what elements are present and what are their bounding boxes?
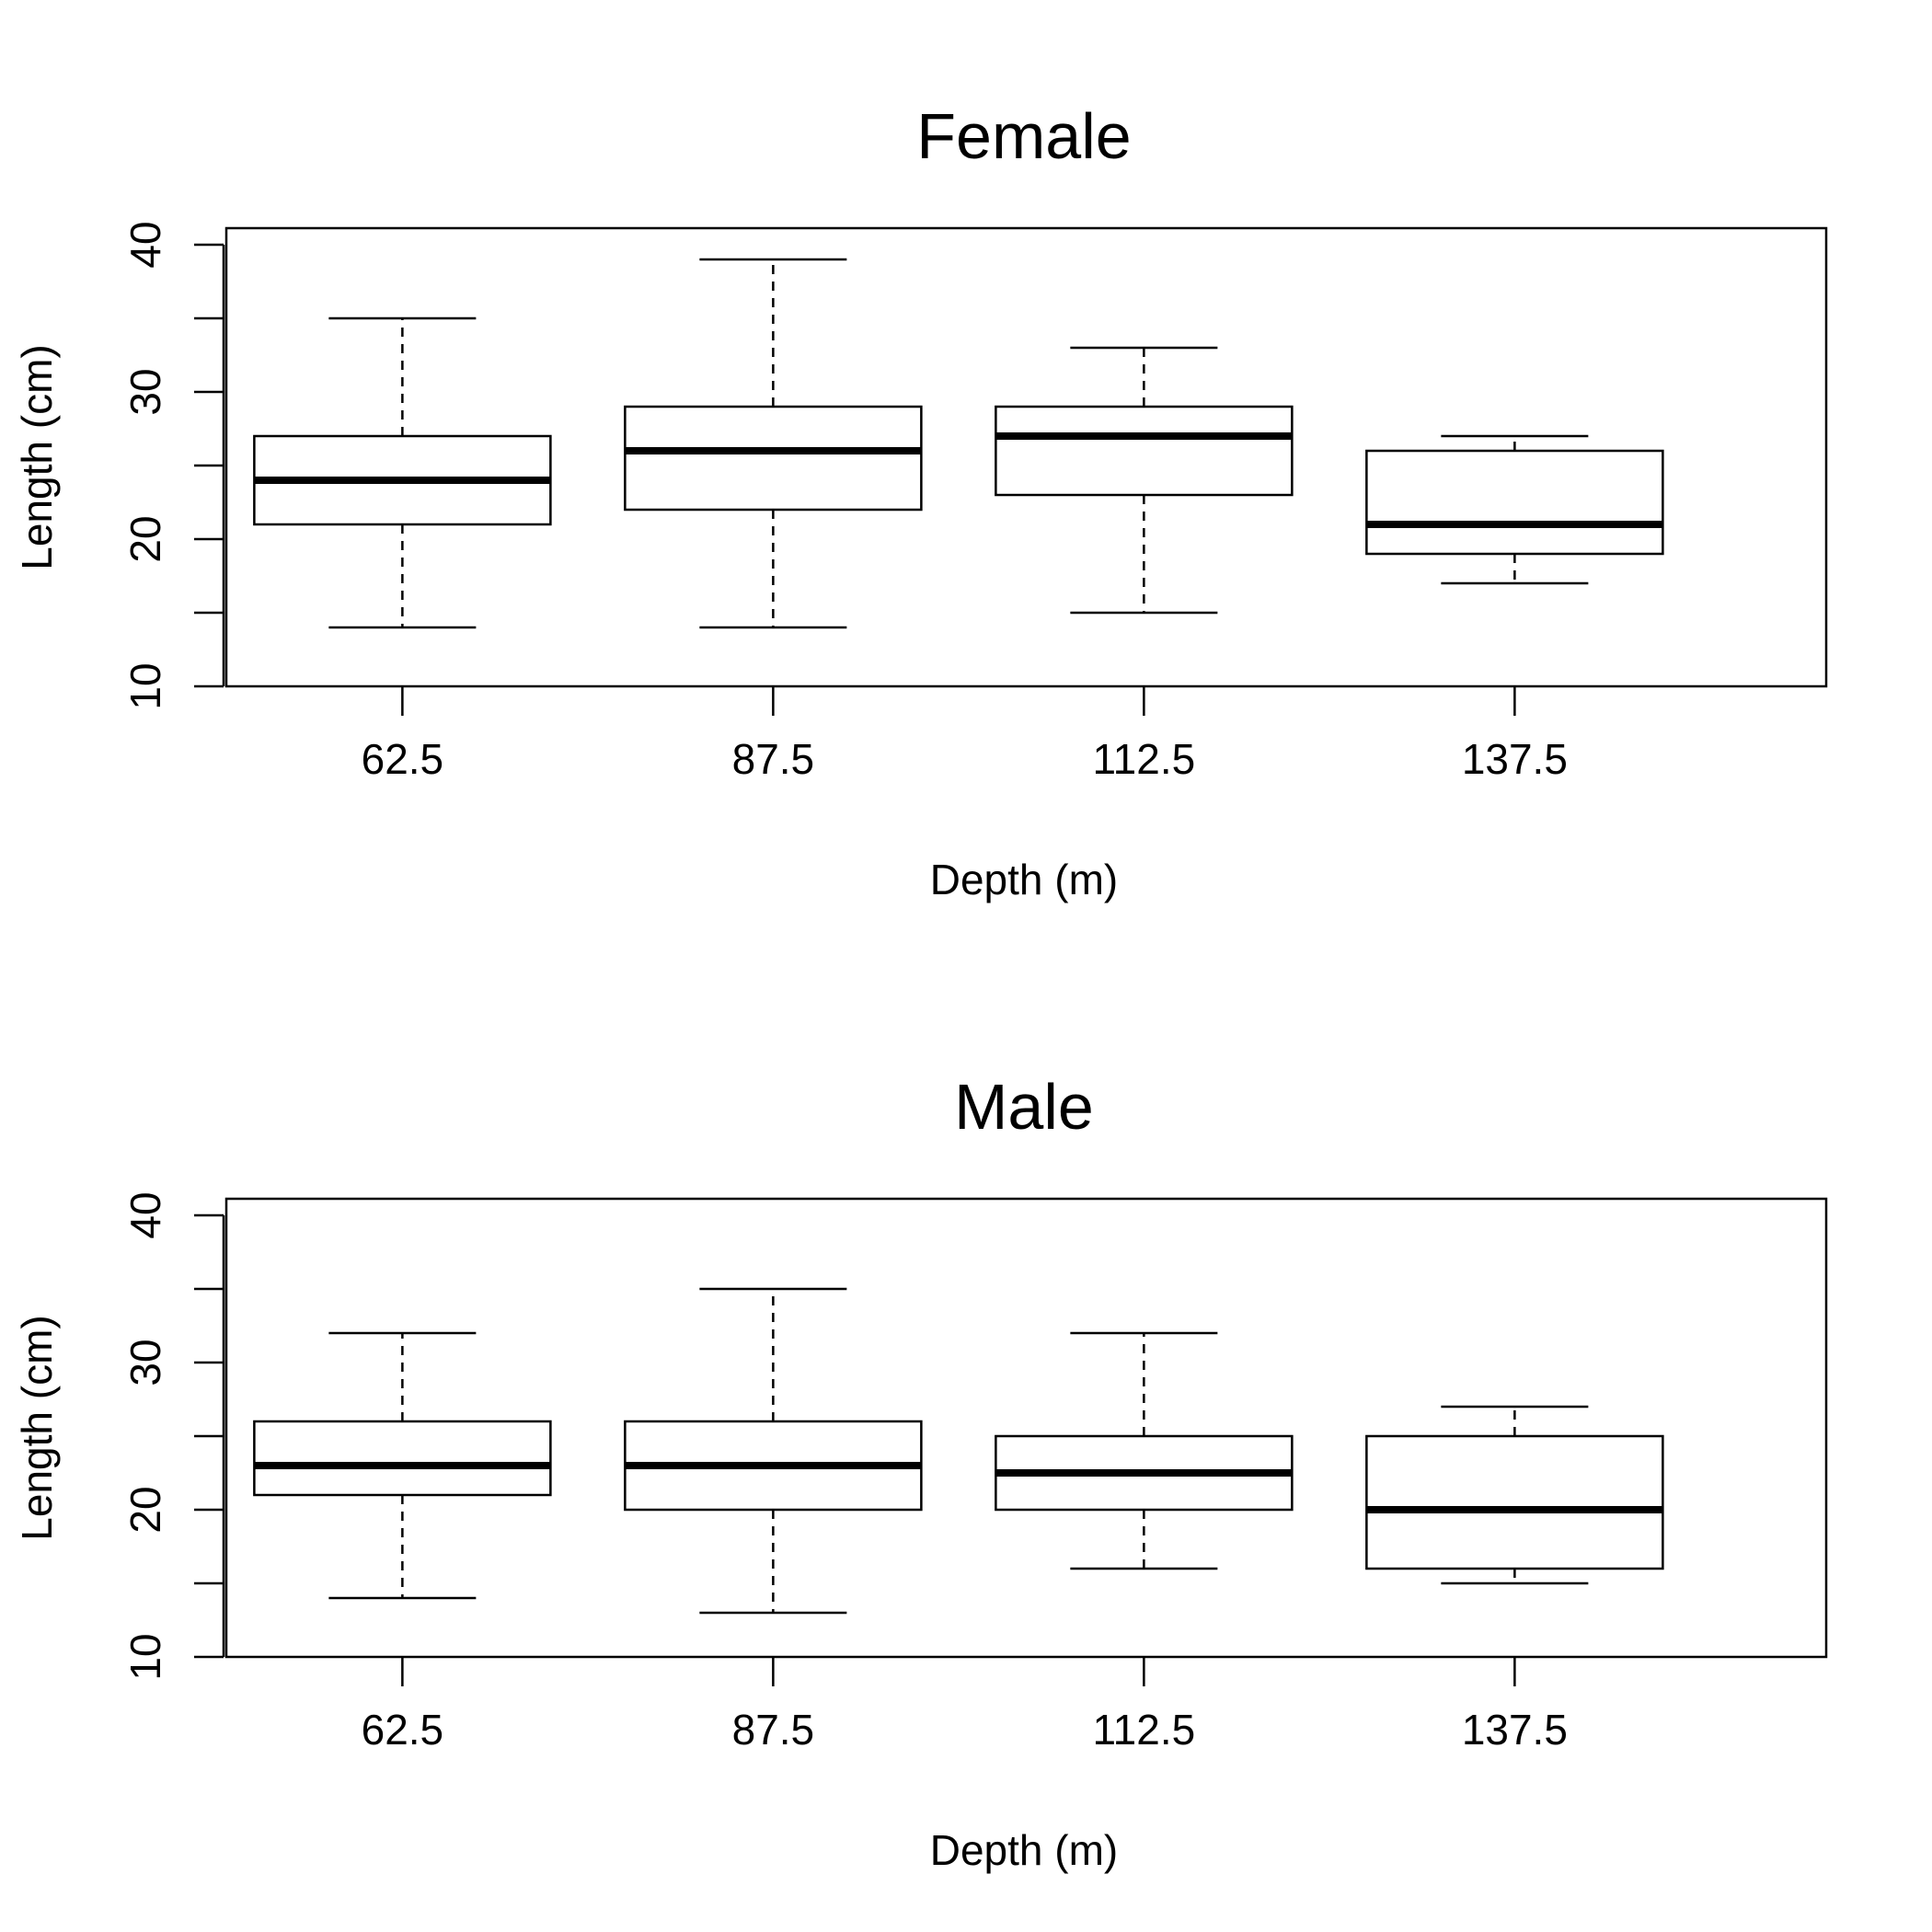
male-y-tick-label: 20 — [121, 1486, 169, 1533]
female-iqr-box — [1365, 449, 1664, 556]
male-y-tick-label: 40 — [121, 1191, 169, 1238]
male-box-4 — [1365, 1405, 1664, 1585]
female-y-tick-label: 20 — [121, 515, 169, 562]
female-title: Female — [916, 100, 1131, 172]
male-x-tick-label: 137.5 — [1462, 1706, 1568, 1754]
female-plot-area: 10 20 30 40 62.5 87.5 112.5 137.5 — [121, 221, 1828, 783]
female-plot-frame — [224, 226, 1828, 688]
male-x-tick-label: 62.5 — [362, 1706, 444, 1754]
female-box-4 — [1365, 434, 1664, 585]
female-x-axis-label: Depth (m) — [930, 856, 1118, 903]
male-plot-frame — [224, 1197, 1828, 1659]
female-y-axis-label: Length (cm) — [13, 344, 61, 569]
male-y-axis-label: Length (cm) — [13, 1315, 61, 1540]
female-x-tick-label: 137.5 — [1462, 735, 1568, 783]
male-iqr-box — [1365, 1434, 1664, 1570]
female-iqr-box — [995, 405, 1294, 497]
male-iqr-box — [253, 1420, 552, 1497]
female-box-2 — [624, 258, 923, 629]
female-x-tick-label: 62.5 — [362, 735, 444, 783]
male-x-tick-label: 112.5 — [1093, 1706, 1196, 1754]
female-box-3 — [995, 346, 1294, 615]
male-box-1 — [253, 1331, 552, 1600]
female-x-tick-label: 112.5 — [1093, 735, 1196, 783]
male-x-axis-label: Depth (m) — [930, 1826, 1118, 1874]
male-box-3 — [995, 1331, 1294, 1570]
female-panel: Female Depth (m) Length (cm) 10 20 30 40 62.… — [13, 100, 1828, 903]
female-x-tick-label: 87.5 — [732, 735, 815, 783]
female-y-tick-label: 30 — [121, 368, 169, 415]
female-box-1 — [253, 316, 552, 629]
male-plot-area: 10 20 30 40 62.5 87.5 112.5 137.5 — [121, 1191, 1828, 1754]
male-box-2 — [624, 1287, 923, 1615]
male-y-tick-label: 10 — [121, 1633, 169, 1680]
male-y-tick-label: 30 — [121, 1339, 169, 1386]
female-y-tick-label: 10 — [121, 662, 169, 709]
male-panel: Male Depth (m) Length (cm) 10 20 30 40 62.5 8… — [13, 1071, 1828, 1874]
male-title: Male — [954, 1071, 1094, 1143]
female-iqr-box — [624, 405, 923, 512]
female-y-tick-label: 40 — [121, 221, 169, 268]
male-x-tick-label: 87.5 — [732, 1706, 815, 1754]
